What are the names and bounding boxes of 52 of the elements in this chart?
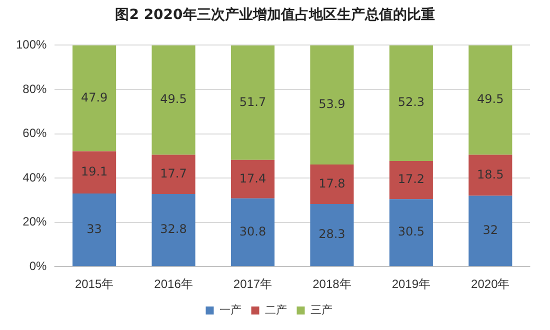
data-label: 17.8 xyxy=(318,176,346,190)
data-label: 32 xyxy=(482,223,498,238)
bar xyxy=(468,45,512,155)
x-tick-label: 2019年 xyxy=(392,277,431,292)
x-tick-label: 2017年 xyxy=(233,277,272,292)
data-label: 49.5 xyxy=(160,92,187,106)
bar xyxy=(310,204,354,266)
bar xyxy=(152,194,196,266)
data-label: 52.3 xyxy=(398,95,425,110)
bar xyxy=(468,196,512,266)
data-label: 28.3 xyxy=(318,227,346,242)
bar xyxy=(389,199,433,266)
bar xyxy=(152,154,196,194)
data-label: 49.5 xyxy=(477,92,504,106)
y-tick-label: 80% xyxy=(22,82,48,96)
data-label: 33 xyxy=(86,222,102,236)
data-label: 32.8 xyxy=(160,222,187,236)
data-label: 30.5 xyxy=(398,224,425,239)
y-tick-label: 40% xyxy=(22,170,48,184)
data-label: 30.8 xyxy=(239,224,266,238)
data-label: 18.5 xyxy=(477,167,504,182)
x-tick-label: 2018年 xyxy=(312,277,352,292)
bar xyxy=(468,154,512,196)
legend-label: 一产 xyxy=(219,304,242,317)
legend-label: 二产 xyxy=(264,304,287,317)
bar xyxy=(72,45,116,152)
bar xyxy=(72,194,116,266)
y-tick-label: 0% xyxy=(29,258,48,273)
chart-title: 图2 2020年三次产业增加值占地区生产总值的比重 xyxy=(114,6,436,24)
data-label: 19.1 xyxy=(80,164,108,179)
bar xyxy=(72,151,116,194)
data-label: 17.4 xyxy=(239,171,266,186)
data-label: 17.7 xyxy=(160,166,187,181)
bar xyxy=(310,164,354,204)
bar xyxy=(389,45,433,161)
y-tick-label: 60% xyxy=(22,126,48,140)
x-tick-label: 2015年 xyxy=(74,277,114,292)
legend-label: 三产 xyxy=(310,304,332,317)
bar xyxy=(230,45,275,160)
x-tick-label: 2020年 xyxy=(471,277,510,292)
bar xyxy=(310,45,354,165)
y-tick-label: 100% xyxy=(16,38,48,52)
bar xyxy=(389,160,433,200)
bar xyxy=(230,160,275,198)
x-tick-label: 2016年 xyxy=(154,277,193,292)
data-label: 53.9 xyxy=(318,96,346,111)
data-label: 47.9 xyxy=(80,90,108,104)
y-tick-label: 20% xyxy=(22,214,48,229)
bar xyxy=(152,45,196,155)
data-label: 17.2 xyxy=(398,172,425,186)
data-label: 51.7 xyxy=(239,94,266,109)
bar xyxy=(230,198,275,266)
